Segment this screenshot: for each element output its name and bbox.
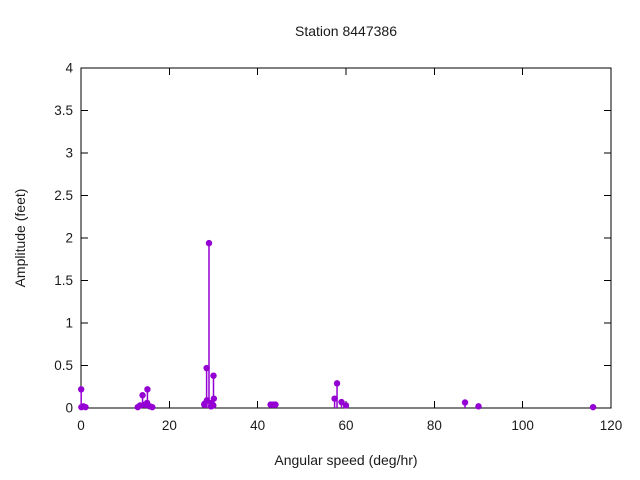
y-tick-label: 0 [65, 401, 73, 416]
chart-title: Station 8447386 [295, 23, 397, 39]
data-point [210, 395, 218, 402]
data-point [333, 380, 341, 387]
data-point [205, 239, 213, 247]
x-tick-label: 120 [600, 418, 623, 433]
x-tick-label: 20 [162, 418, 177, 433]
plot-border [80, 67, 612, 409]
y-tick-label: 1.5 [54, 273, 73, 288]
data-point [136, 402, 144, 409]
x-tick-label: 60 [338, 418, 353, 433]
data-point [77, 386, 85, 393]
x-tick-label: 100 [511, 418, 534, 433]
x-tick-label: 40 [250, 418, 265, 433]
x-tick-label: 0 [77, 418, 85, 433]
data-point [272, 401, 279, 408]
y-tick-label: 2.5 [54, 188, 73, 203]
data-point [461, 399, 469, 406]
y-tick-label: 3 [65, 146, 73, 161]
y-tick-label: 3.5 [54, 103, 73, 118]
y-tick-label: 1 [65, 316, 73, 331]
data-point [82, 403, 89, 411]
data-point [331, 395, 338, 402]
data-point [139, 392, 146, 399]
x-tick-label: 80 [427, 418, 442, 433]
data-point [203, 364, 210, 372]
data-point [149, 403, 156, 411]
data-point [475, 403, 482, 410]
y-tick-label: 4 [65, 61, 73, 76]
data-point [338, 398, 345, 406]
y-tick-label: 0.5 [54, 358, 73, 373]
data-point [144, 386, 151, 393]
data-point [210, 372, 217, 379]
y-tick-label: 2 [65, 231, 73, 246]
data-point [589, 403, 597, 411]
data-point [342, 402, 350, 409]
x-axis-label: Angular speed (deg/hr) [274, 452, 418, 468]
